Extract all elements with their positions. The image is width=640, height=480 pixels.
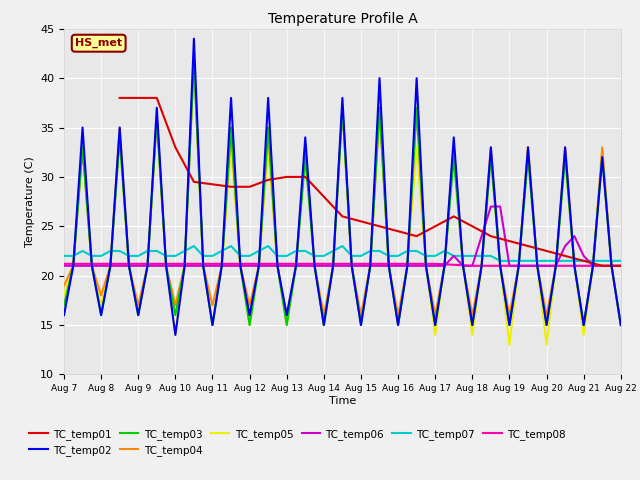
Text: HS_met: HS_met bbox=[75, 38, 122, 48]
Title: Temperature Profile A: Temperature Profile A bbox=[268, 12, 417, 26]
X-axis label: Time: Time bbox=[329, 396, 356, 406]
Y-axis label: Temperature (C): Temperature (C) bbox=[24, 156, 35, 247]
Legend: TC_temp01, TC_temp02, TC_temp03, TC_temp04, TC_temp05, TC_temp06, TC_temp07, TC_: TC_temp01, TC_temp02, TC_temp03, TC_temp… bbox=[25, 424, 570, 460]
